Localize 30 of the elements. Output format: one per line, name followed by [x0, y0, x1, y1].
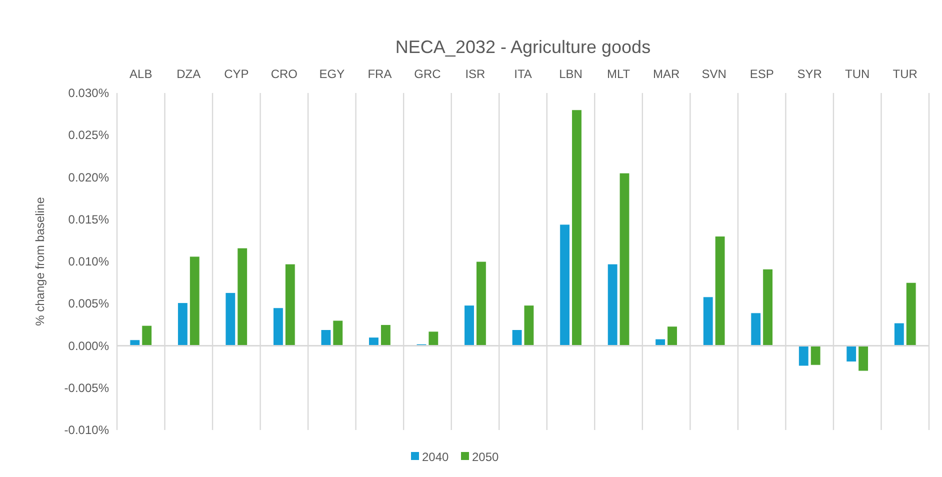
- x-tick-label: MLT: [606, 67, 631, 81]
- y-axis-title: % change from baseline: [33, 196, 47, 326]
- x-tick-label: ESP: [750, 67, 774, 81]
- x-tick-label: FRA: [368, 67, 392, 81]
- x-tick-label: SVN: [702, 67, 726, 81]
- y-tick-label: -0.010%: [64, 423, 110, 437]
- x-tick-label: ITA: [514, 67, 532, 81]
- x-tick-label: GRC: [414, 67, 442, 81]
- chart-title: NECA_2032 - Agriculture goods: [395, 37, 651, 57]
- x-tick-label: MAR: [652, 67, 680, 81]
- x-tick-label: ALB: [130, 67, 152, 81]
- x-tick-label: TUN: [845, 67, 870, 81]
- y-tick-label: -0.005%: [64, 380, 110, 395]
- x-tick-label: EGY: [319, 67, 345, 81]
- legend-label: 2050: [472, 450, 500, 464]
- x-tick-label: CYP: [224, 67, 249, 81]
- x-tick-label: TUR: [892, 67, 918, 81]
- x-tick-label: ISR: [465, 67, 486, 81]
- y-tick-label: 0.025%: [68, 128, 110, 142]
- x-tick-label: CRO: [270, 67, 298, 81]
- y-tick-label: 0.015%: [68, 212, 110, 226]
- y-tick-label: 0.030%: [68, 86, 110, 100]
- legend-label: 2040: [422, 450, 450, 464]
- y-tick-label: 0.010%: [68, 254, 110, 268]
- x-tick-label: SYR: [797, 67, 822, 81]
- y-tick-label: 0.005%: [68, 296, 110, 311]
- y-tick-label: 0.000%: [68, 338, 110, 353]
- x-tick-label: LBN: [559, 67, 582, 81]
- y-tick-label: 0.020%: [68, 170, 110, 184]
- x-tick-label: DZA: [176, 67, 201, 81]
